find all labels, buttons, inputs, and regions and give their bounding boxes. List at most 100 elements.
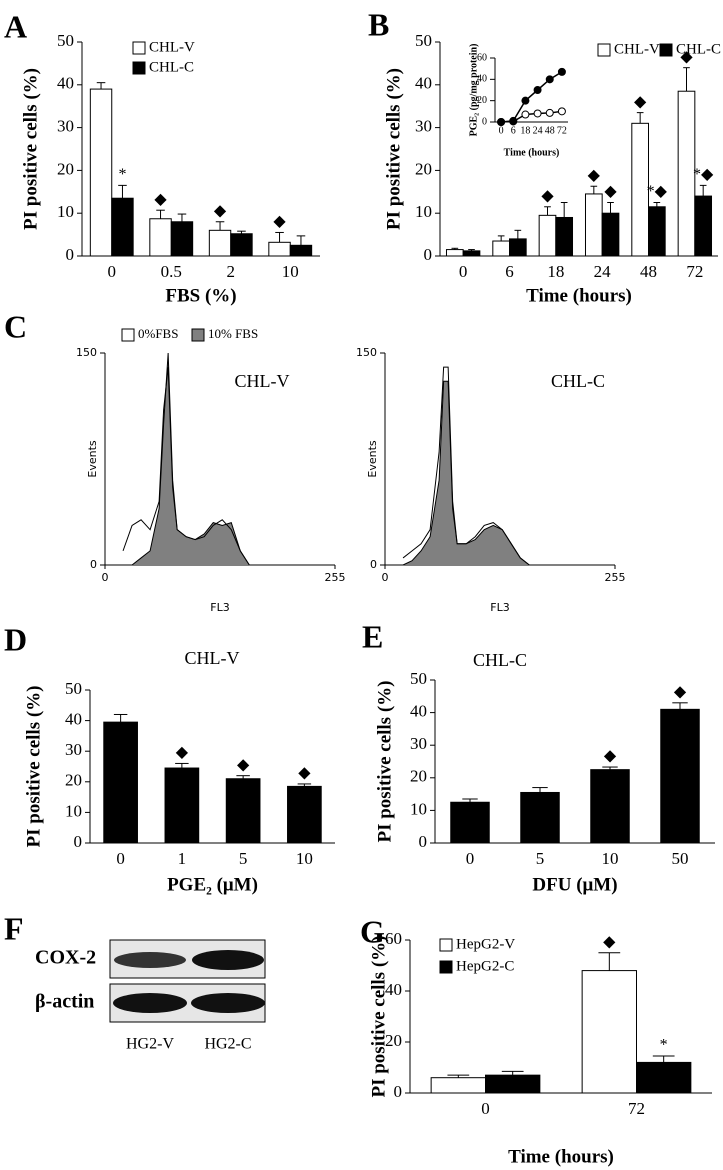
y-tick-label: 40 xyxy=(57,74,74,93)
bar xyxy=(170,221,194,257)
significance-mark: ◆ xyxy=(604,183,617,200)
x-tick-label: 0 xyxy=(466,849,475,868)
legend-label: 0%FBS xyxy=(138,326,178,341)
bar xyxy=(538,214,557,257)
y-tick-label: 0 xyxy=(74,832,83,851)
bar xyxy=(648,206,666,257)
bar xyxy=(208,229,232,257)
x-tick-label: 48 xyxy=(640,262,657,281)
y-tick-label: 50 xyxy=(57,31,74,50)
point xyxy=(509,116,518,125)
x-tick-label: 255 xyxy=(325,571,346,584)
x-tick-label: 0 xyxy=(108,262,117,281)
x-axis-label: PGE₂ (μM) xyxy=(167,874,258,895)
bar xyxy=(555,216,574,257)
x-tick-label: 10 xyxy=(602,849,619,868)
x-axis-label: Time (hours) xyxy=(526,285,632,306)
y-tick-label: 0 xyxy=(419,832,428,851)
blot-lane-label: HG2-C xyxy=(204,1036,251,1053)
y-tick-label: 150 xyxy=(76,346,97,359)
significance-mark: *◆ xyxy=(647,183,668,200)
panel-letter: D xyxy=(4,621,27,657)
legend-swatch xyxy=(659,43,673,57)
x-tick-label: 0 xyxy=(102,571,109,584)
y-tick-label: 20 xyxy=(477,95,487,106)
legend-label: CHL-C xyxy=(676,41,721,57)
bar xyxy=(584,193,603,257)
y-tick-label: 30 xyxy=(65,740,82,759)
point xyxy=(533,86,542,94)
x-tick-label: 10 xyxy=(296,849,313,868)
y-tick-label: 60 xyxy=(477,52,487,63)
x-tick-label: 18 xyxy=(547,262,564,281)
blot-row-label: β-actin xyxy=(35,991,94,1013)
bar xyxy=(268,241,291,257)
x-tick-label: 50 xyxy=(672,849,689,868)
bar xyxy=(430,1077,487,1094)
x-tick-label: 72 xyxy=(628,1099,645,1118)
blot-lane-label: HG2-V xyxy=(126,1036,174,1053)
x-tick-label: 6 xyxy=(505,262,514,281)
panel-letter: E xyxy=(362,618,383,654)
y-tick-label: 50 xyxy=(410,669,427,688)
bar xyxy=(230,233,253,257)
y-axis-label: Events xyxy=(86,440,99,478)
point xyxy=(521,110,530,119)
y-tick-label: 40 xyxy=(477,74,487,85)
legend-label: HepG2-C xyxy=(456,958,514,974)
y-tick-label: 10 xyxy=(415,202,432,221)
bar xyxy=(485,1074,541,1094)
x-tick-label: 0 xyxy=(382,571,389,584)
legend-swatch xyxy=(132,41,146,55)
point xyxy=(545,108,554,117)
bar xyxy=(520,791,560,844)
point xyxy=(497,118,506,126)
significance-mark: ◆ xyxy=(214,202,227,219)
annotation: CHL-C xyxy=(473,650,527,670)
significance-mark: ◆ xyxy=(588,167,601,184)
y-tick-label: 30 xyxy=(415,117,432,136)
y-axis-label: PI positive cells (%) xyxy=(23,685,44,847)
x-tick-label: 1 xyxy=(178,849,187,868)
panel-letter: A xyxy=(4,8,27,44)
significance-mark: ◆ xyxy=(674,683,687,700)
bar xyxy=(492,240,511,257)
significance-mark: ◆ xyxy=(298,765,311,782)
area xyxy=(122,367,250,566)
y-tick-label: 0 xyxy=(482,116,487,127)
bar xyxy=(581,970,638,1094)
legend-swatch xyxy=(121,328,135,342)
legend-swatch xyxy=(191,328,205,342)
bar xyxy=(149,218,172,257)
x-axis-label: Time (hours) xyxy=(504,147,560,158)
x-axis-label: FBS (%) xyxy=(165,285,236,306)
x-axis-label: FL3 xyxy=(210,601,229,614)
legend-swatch xyxy=(439,938,453,952)
x-tick-label: 10 xyxy=(282,262,299,281)
point xyxy=(557,67,566,76)
legend-label: CHL-C xyxy=(149,59,194,75)
x-tick-label: 0 xyxy=(499,125,504,136)
x-tick-label: 72 xyxy=(557,125,567,136)
y-tick-label: 60 xyxy=(385,929,402,948)
legend-label: CHL-V xyxy=(149,39,195,55)
blot-band xyxy=(192,950,264,970)
legend-swatch xyxy=(597,43,611,57)
y-axis-label: PGE₂ (pg/mg protein) xyxy=(468,44,479,137)
y-tick-label: 0 xyxy=(66,245,75,264)
y-tick-label: 10 xyxy=(410,799,427,818)
y-tick-label: 10 xyxy=(65,801,82,820)
x-axis-label: Time (hours) xyxy=(508,1146,614,1167)
y-tick-label: 10 xyxy=(57,202,74,221)
blot-band xyxy=(114,952,186,968)
area xyxy=(402,380,530,566)
x-tick-label: 255 xyxy=(605,571,626,584)
significance-mark: *◆ xyxy=(693,166,714,183)
panel-letter: C xyxy=(4,308,27,344)
y-tick-label: 20 xyxy=(65,771,82,790)
x-tick-label: 5 xyxy=(536,849,545,868)
x-axis-label: DFU (μM) xyxy=(532,874,617,895)
blot-band xyxy=(191,993,265,1013)
x-tick-label: 0.5 xyxy=(161,262,182,281)
